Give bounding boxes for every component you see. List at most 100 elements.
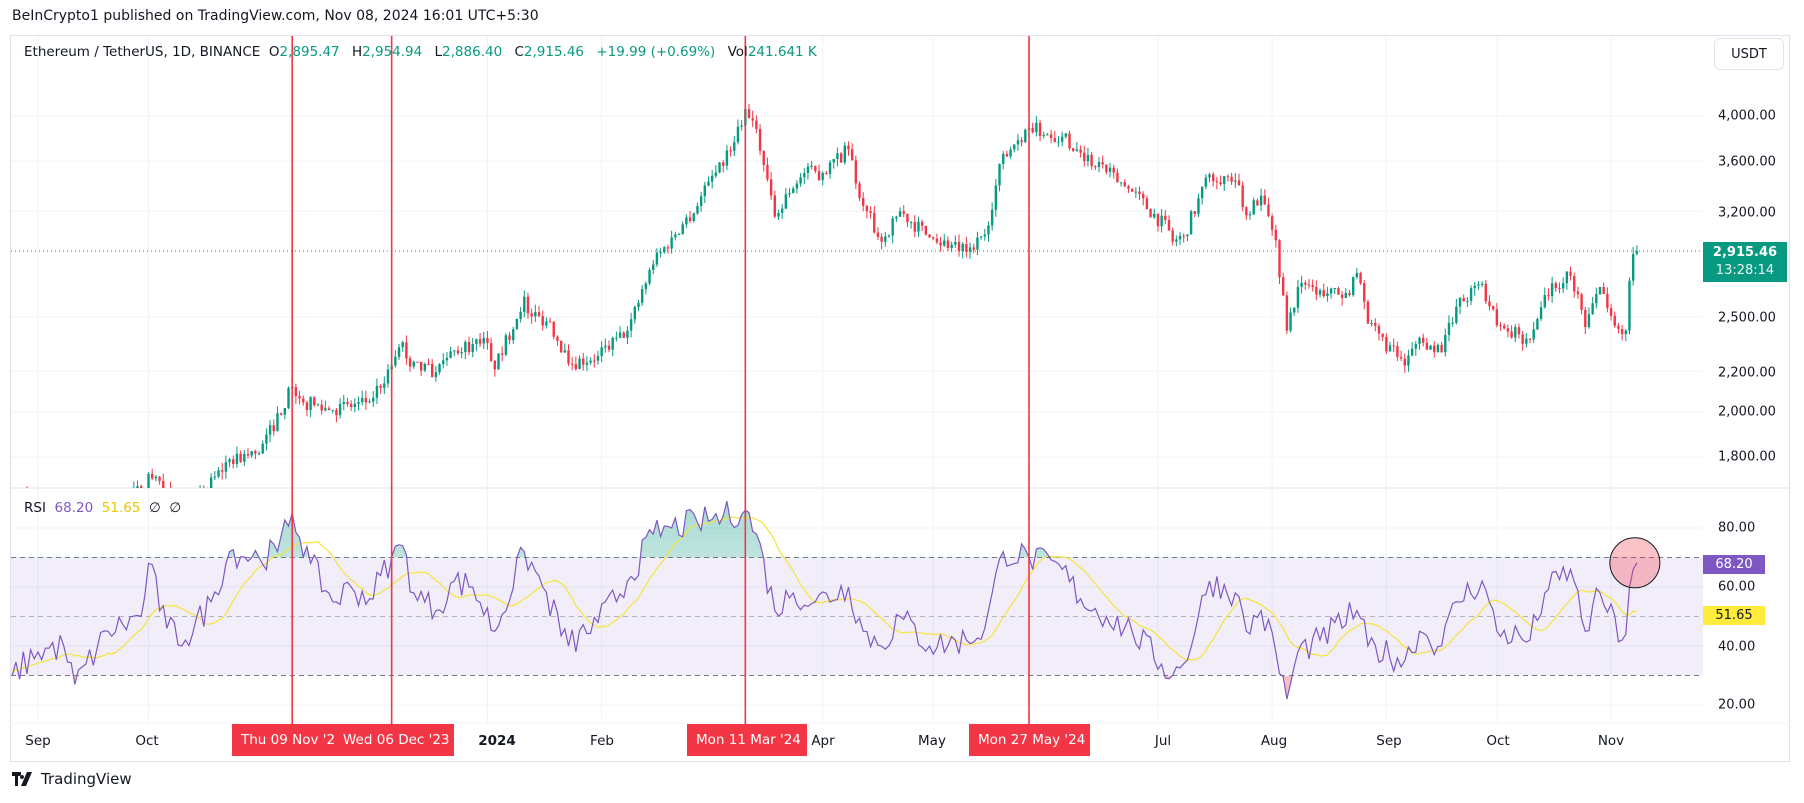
candle xyxy=(209,473,213,488)
candle xyxy=(799,173,802,187)
candle xyxy=(1351,276,1355,297)
candle xyxy=(1278,239,1281,284)
candle-body xyxy=(1193,211,1196,214)
rsi-tick: 80.00 xyxy=(1718,520,1756,536)
candle-body xyxy=(633,307,637,320)
candle xyxy=(77,516,79,529)
tradingview-logo[interactable]: TradingView xyxy=(12,770,132,788)
candle-body xyxy=(663,247,666,253)
candle xyxy=(1083,145,1086,167)
candle-body xyxy=(758,129,762,151)
candle-body xyxy=(548,321,552,323)
candle xyxy=(596,350,600,365)
candle xyxy=(1318,288,1322,298)
candle-body xyxy=(133,488,135,494)
candle xyxy=(1451,317,1454,327)
candle-body xyxy=(460,352,463,354)
candle-body xyxy=(1528,338,1532,340)
rsi-name[interactable]: RSI xyxy=(24,500,46,516)
candle xyxy=(810,160,813,170)
price-tick: 3,200.00 xyxy=(1718,205,1776,221)
candle xyxy=(515,318,519,330)
candle xyxy=(1377,323,1381,341)
candle-body xyxy=(335,409,338,416)
candle xyxy=(1053,130,1056,143)
candle-body xyxy=(497,353,500,370)
candle-body xyxy=(364,397,368,403)
candle xyxy=(224,455,228,479)
candle xyxy=(548,317,552,323)
candle-body xyxy=(736,126,740,143)
candle-body xyxy=(1440,344,1443,353)
candle xyxy=(442,353,445,369)
candle xyxy=(1370,319,1373,327)
candle xyxy=(1554,281,1558,292)
candle xyxy=(1215,176,1219,190)
price-tick: 1,800.00 xyxy=(1718,449,1776,465)
rsi-ma-last-label: 51.65 xyxy=(1703,606,1765,625)
candle xyxy=(795,180,799,194)
candle-body xyxy=(188,517,190,518)
high-value: 2,954.94 xyxy=(362,44,423,60)
candle xyxy=(449,346,452,359)
candle-body xyxy=(766,164,769,180)
candle xyxy=(1635,245,1639,256)
candle xyxy=(386,364,390,388)
candle xyxy=(188,510,190,519)
candle-body xyxy=(1020,140,1023,143)
candle-body xyxy=(213,476,217,478)
candle-body xyxy=(1116,172,1119,183)
candle-body xyxy=(353,403,357,408)
candle-body xyxy=(640,289,644,303)
candle xyxy=(1495,303,1499,328)
candle-body xyxy=(1488,301,1491,307)
candle xyxy=(1127,184,1130,194)
candle-body xyxy=(1038,122,1042,137)
candle xyxy=(670,230,673,254)
candle-body xyxy=(1477,284,1480,286)
candle xyxy=(1477,281,1480,290)
candle xyxy=(1116,168,1119,183)
candle-body xyxy=(515,318,519,330)
candle xyxy=(814,165,817,174)
candle-body xyxy=(957,241,961,252)
candle-body xyxy=(976,237,979,250)
candle xyxy=(1587,307,1591,329)
currency-button[interactable]: USDT xyxy=(1714,38,1784,70)
candle-body xyxy=(239,453,242,462)
candle xyxy=(1035,116,1038,137)
candle-body xyxy=(217,470,220,477)
candle xyxy=(460,347,463,359)
symbol-name[interactable]: Ethereum / TetherUS, 1D, BINANCE xyxy=(24,44,261,60)
candle-body xyxy=(1318,290,1322,295)
candle-body xyxy=(552,321,555,337)
candle-body xyxy=(416,361,419,363)
candle xyxy=(1042,131,1045,139)
candle-body xyxy=(147,473,150,488)
candle-body xyxy=(1491,306,1495,310)
candle xyxy=(637,299,640,312)
last-price-value: 2,915.46 xyxy=(1712,245,1778,260)
highlight-circle xyxy=(1609,537,1661,589)
rsi-tick: 40.00 xyxy=(1718,639,1756,655)
rsi-lines xyxy=(11,501,1638,700)
candle-body xyxy=(810,165,813,167)
candle xyxy=(1410,342,1414,357)
candle xyxy=(570,356,574,371)
candle-body xyxy=(788,192,791,195)
candle xyxy=(1259,188,1263,212)
candle-body xyxy=(674,234,677,238)
candle xyxy=(430,359,434,378)
candle xyxy=(696,202,699,215)
candle-body xyxy=(184,508,186,516)
candle xyxy=(294,383,298,404)
candle xyxy=(217,467,220,479)
candle-body xyxy=(685,217,688,225)
candle xyxy=(766,157,769,182)
candle-body xyxy=(545,321,548,326)
candle-body xyxy=(902,211,905,214)
candle-body xyxy=(987,225,990,235)
candle xyxy=(891,215,894,244)
candle xyxy=(792,186,795,194)
